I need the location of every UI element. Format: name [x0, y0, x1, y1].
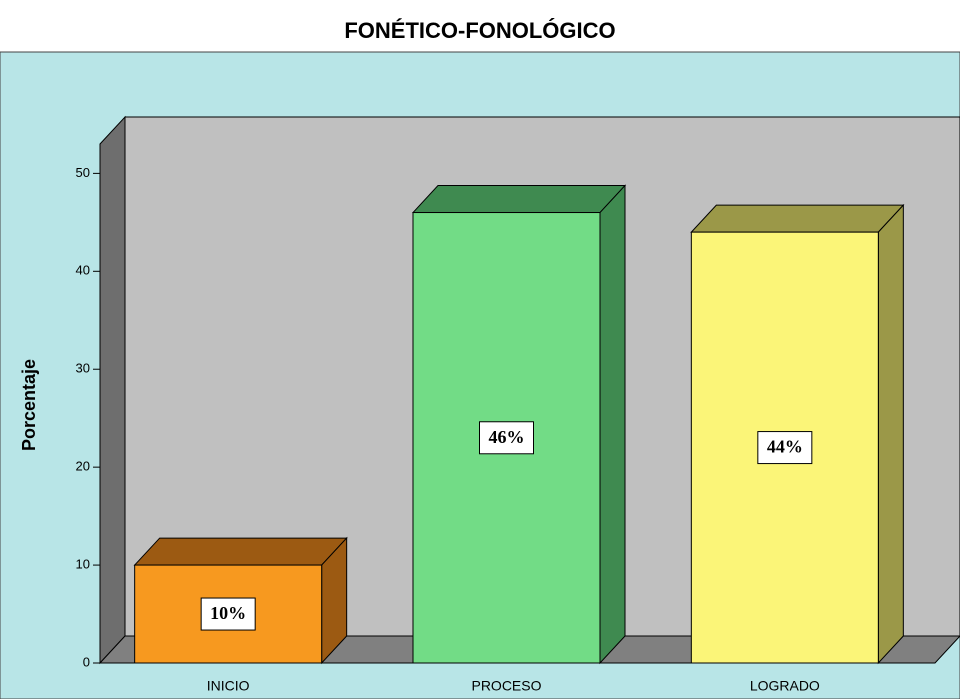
value-label: 44% — [767, 437, 803, 457]
value-label: 10% — [210, 603, 246, 623]
y-tick-label: 40 — [76, 263, 90, 278]
y-tick-label: 20 — [76, 459, 90, 474]
x-tick-label: LOGRADO — [750, 678, 820, 694]
left-wall — [99, 115, 126, 665]
y-tick-label: 10 — [76, 557, 90, 572]
chart-title: FONÉTICO-FONOLÓGICO — [344, 18, 615, 43]
value-label-box — [757, 431, 813, 465]
y-tick-label: 0 — [83, 654, 90, 669]
bar-top — [133, 537, 348, 566]
value-label: 46% — [489, 427, 525, 447]
bar-top — [411, 185, 627, 214]
bar-side — [599, 184, 626, 665]
value-label-box — [479, 421, 534, 455]
y-tick-label: 30 — [76, 361, 90, 376]
y-axis-label: Porcentaje — [19, 359, 39, 451]
x-tick-label: INICIO — [207, 678, 250, 694]
bar-side — [877, 203, 904, 665]
bar-top — [690, 204, 905, 233]
y-tick-label: 50 — [76, 165, 90, 180]
value-label-box — [200, 597, 256, 631]
x-tick-label: PROCESO — [471, 678, 541, 694]
